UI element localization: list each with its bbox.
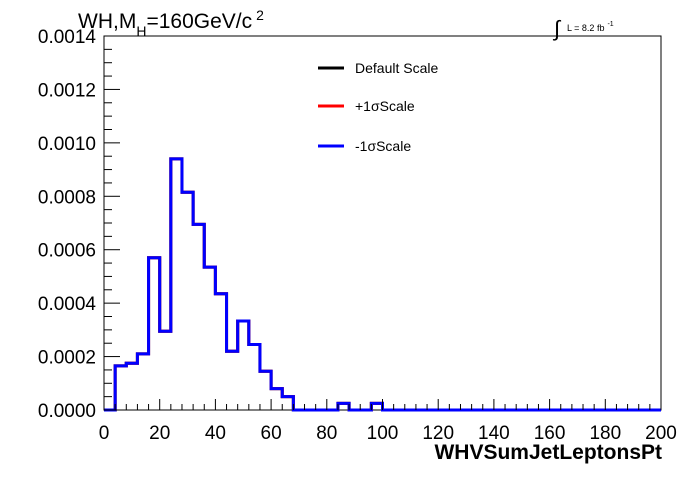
x-tick-label: 80 (316, 423, 337, 444)
legend-label-2: -1σScale (355, 138, 411, 154)
chart-title-subscript: H (136, 23, 146, 39)
y-tick-label: 0.0006 (38, 241, 96, 262)
chart-title-part-a: WH,M (78, 10, 136, 33)
series-line-1 (104, 157, 661, 412)
legend-label-0: Default Scale (355, 60, 438, 76)
y-tick-label: 0.0002 (38, 348, 96, 369)
frame-layer (103, 35, 662, 411)
lumi-annotation: L = 8.2 fb -1 (567, 21, 614, 33)
y-tick-label: 0.0008 (38, 187, 96, 208)
series-layer (104, 157, 661, 412)
x-tick-label: 40 (205, 423, 226, 444)
series-line-0 (104, 157, 661, 412)
axis-layer: 0 20 40 60 80 100 120 140 160 180 200 0.0000 0.0002 0… (38, 27, 677, 444)
plot-frame (103, 35, 662, 411)
y-tick-label: 0.0010 (38, 134, 96, 155)
x-tick-label: 120 (422, 423, 454, 444)
lumi-integral-sign: ∫ (552, 16, 562, 41)
chart-title-superscript: 2 (256, 7, 264, 23)
y-tick-label: 0.0000 (38, 401, 96, 422)
x-tick-label: 60 (261, 423, 282, 444)
x-tick-label: 100 (367, 423, 399, 444)
y-tick-label: 0.0012 (38, 80, 96, 101)
lumi-superscript: -1 (607, 21, 613, 28)
x-tick-label: 0 (99, 423, 110, 444)
x-axis-label: WHVSumJetLeptonsPt (434, 441, 662, 464)
x-tick-label: 140 (478, 423, 510, 444)
series-line-2 (104, 157, 661, 412)
lumi-text: L = 8.2 fb (567, 23, 604, 33)
x-tick-label: 180 (589, 423, 621, 444)
y-tick-label: 0.0004 (38, 294, 97, 315)
x-tick-label: 160 (534, 423, 566, 444)
x-tick-label: 20 (149, 423, 170, 444)
legend-layer: Default Scale +1σScale -1σScale (318, 60, 438, 154)
legend-label-1: +1σScale (355, 98, 415, 114)
chart-title-part-b: =160GeV/c (146, 10, 252, 33)
chart-title: WH,MH=160GeV/c 2 (78, 7, 264, 39)
x-tick-label: 200 (645, 423, 677, 444)
y-tick-label: 0.0014 (38, 27, 97, 48)
